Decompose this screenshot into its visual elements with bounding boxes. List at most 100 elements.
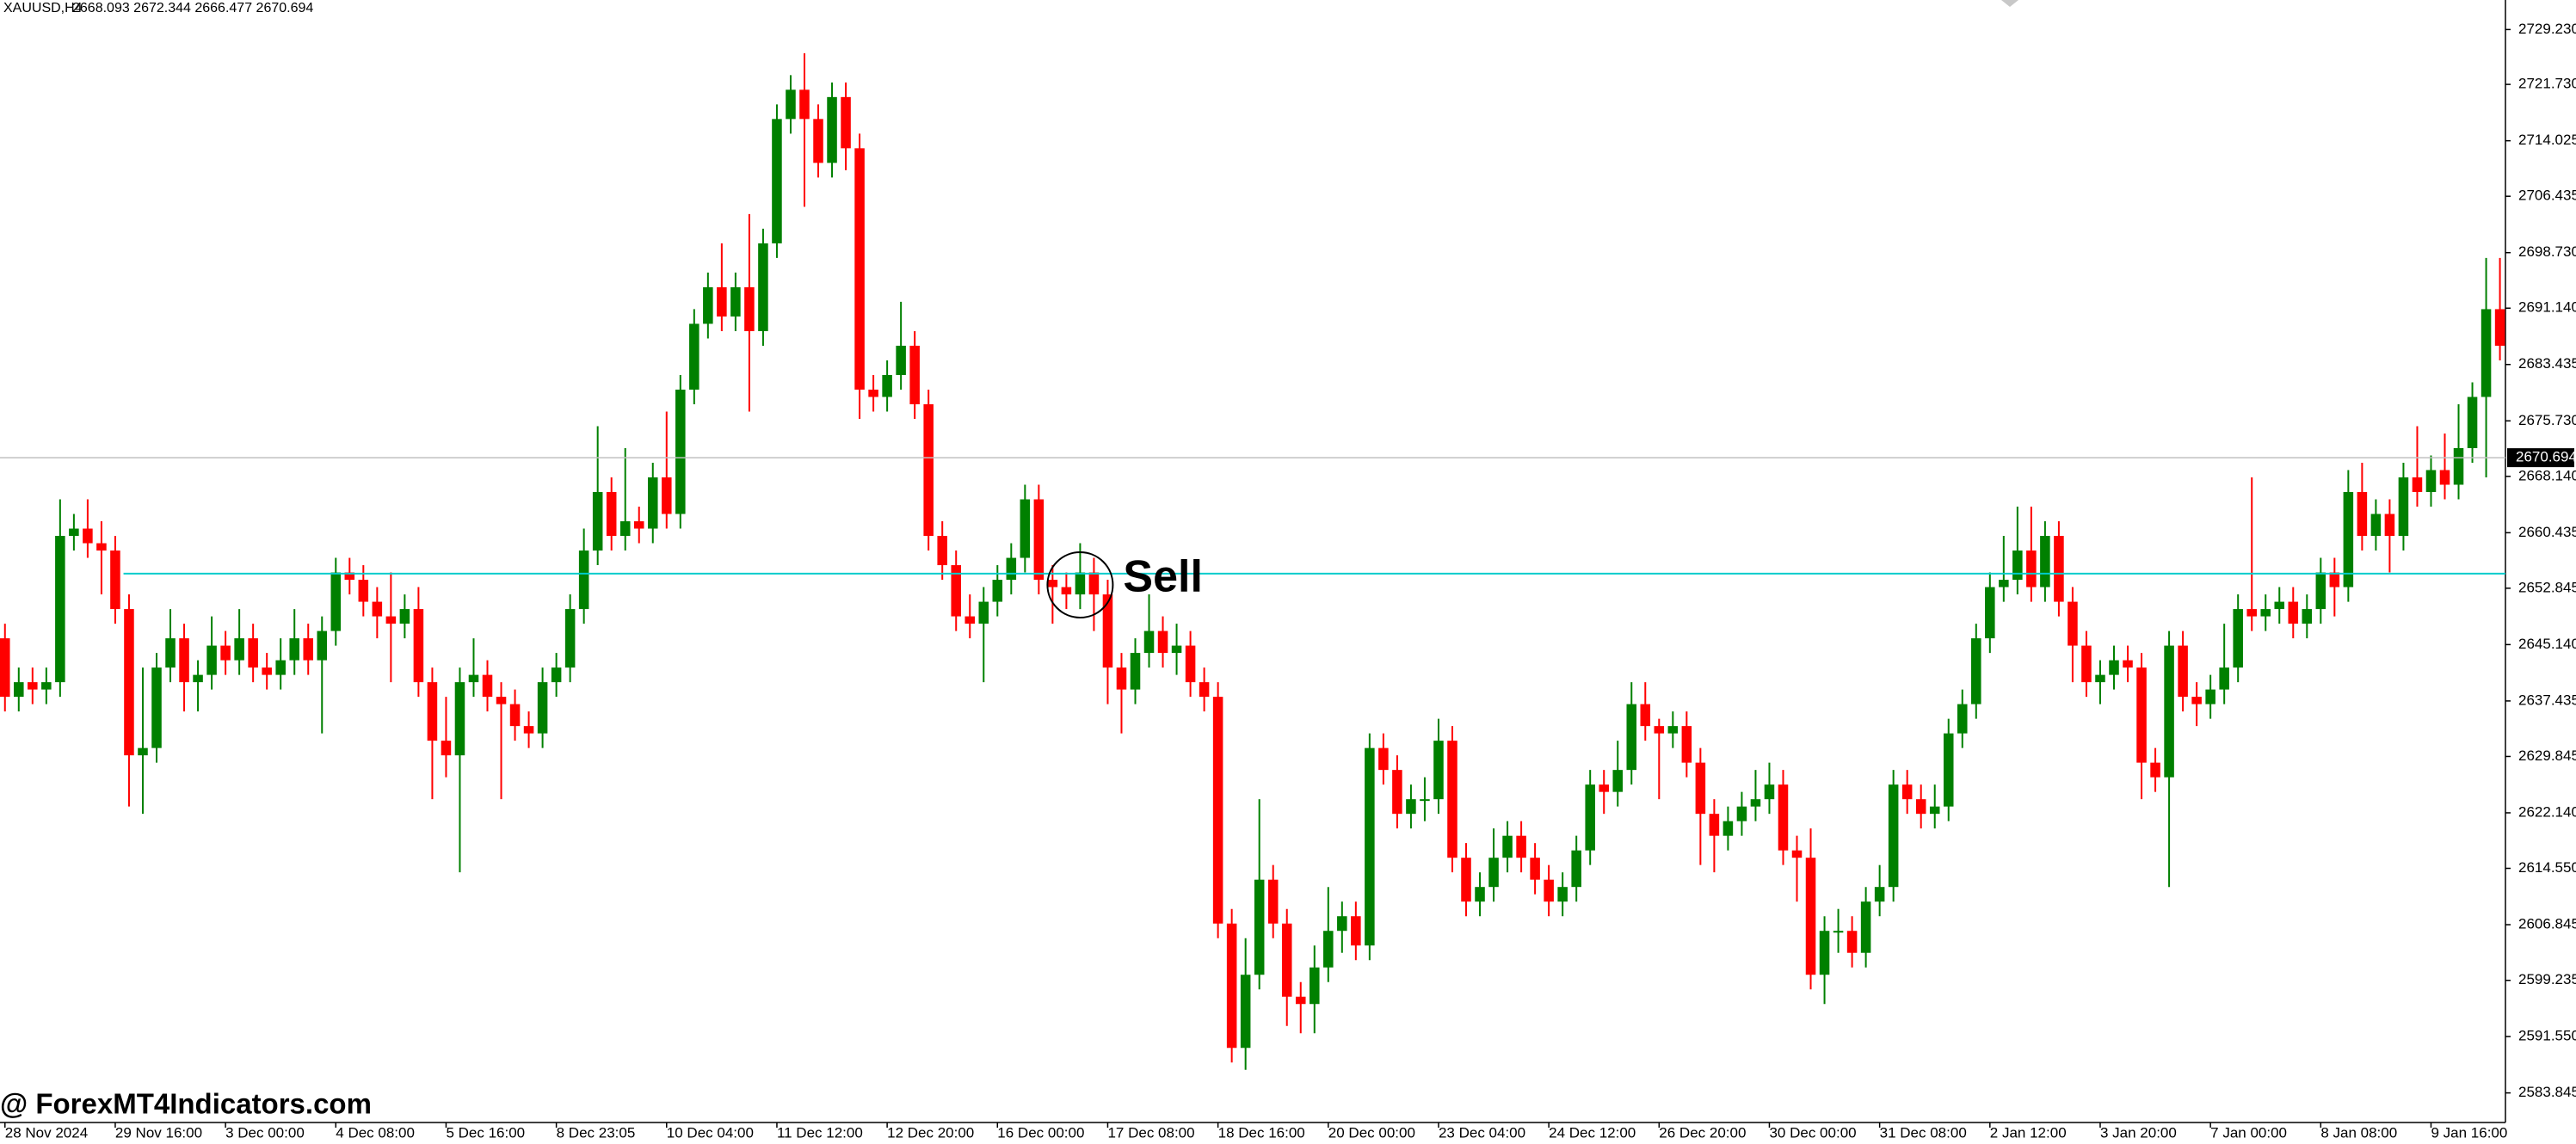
candle-body [1281, 923, 1292, 997]
x-tick-label: 28 Nov 2024 [5, 1124, 88, 1141]
candle-body [868, 389, 878, 397]
candle-body [689, 323, 699, 390]
candle-body [220, 645, 231, 661]
candle-body [1351, 916, 1361, 946]
candle-body [193, 674, 203, 683]
x-tick-label: 4 Dec 08:00 [336, 1124, 415, 1141]
candle-body [758, 243, 768, 331]
candle-body [786, 89, 796, 120]
symbol: XAUUSD,H4 [3, 1, 83, 15]
candle-body [1585, 784, 1595, 851]
candle-body [882, 374, 892, 397]
x-tick-label: 18 Dec 16:00 [1218, 1124, 1305, 1141]
y-tick-label: 2614.550 [2518, 859, 2576, 876]
candle-body [2329, 572, 2340, 587]
candle-body [454, 682, 465, 756]
candle-body [1212, 697, 1223, 924]
candle-body [675, 389, 686, 514]
candle-body [317, 630, 328, 661]
candle-body [138, 747, 148, 756]
candle-body [2123, 660, 2133, 668]
candle-body [2205, 689, 2215, 704]
y-tick-label: 2606.845 [2518, 916, 2576, 932]
y-tick-label: 2721.730 [2518, 76, 2576, 92]
candle-body [2012, 550, 2023, 581]
y-tick-label: 2599.235 [2518, 971, 2576, 987]
plot-area [0, 52, 2505, 1070]
candle-body [992, 580, 1003, 602]
candle-body [1805, 858, 1816, 975]
candle-body [964, 616, 976, 624]
candle-body [978, 601, 989, 624]
candle-body [592, 492, 603, 551]
candle-body [1819, 931, 1830, 975]
x-tick-label: 12 Dec 20:00 [887, 1124, 974, 1141]
candle-body [2026, 550, 2037, 587]
candle-body [96, 543, 107, 551]
x-tick-label: 16 Dec 00:00 [997, 1124, 1084, 1141]
x-tick-label: 2 Jan 12:00 [1990, 1124, 2067, 1141]
candle-body [1020, 499, 1031, 558]
current-price-label: 2670.694 [2516, 449, 2576, 465]
x-tick-label: 26 Dec 20:00 [1659, 1124, 1746, 1141]
y-tick-label: 2583.845 [2518, 1084, 2576, 1100]
candle-body [2191, 697, 2202, 704]
candle-body [564, 609, 576, 668]
candle-body [1860, 901, 1871, 953]
x-tick-label: 11 Dec 12:00 [777, 1124, 863, 1141]
candle-body [2246, 609, 2257, 617]
candle-body [1929, 806, 1940, 815]
candle-body [799, 89, 810, 120]
overlay: Sell [0, 457, 2505, 619]
candle-body [2398, 477, 2409, 537]
candle-body [2068, 601, 2078, 646]
candle-body [1530, 858, 1540, 880]
y-tick-label: 2691.140 [2518, 299, 2576, 316]
candle-body [151, 667, 162, 748]
candle-body [1901, 784, 1913, 800]
candle-body [2260, 609, 2271, 617]
candle-body [509, 704, 521, 727]
candle-body [1365, 747, 1375, 946]
candle-body [2109, 660, 2119, 675]
candle-body [0, 638, 10, 698]
candle-body [179, 638, 189, 683]
x-tick-label: 31 Dec 08:00 [1880, 1124, 1967, 1141]
candle-body [1254, 879, 1265, 975]
candle-body [1047, 580, 1058, 587]
candle-body [951, 565, 961, 617]
candle-body [854, 148, 865, 390]
candle-body [441, 741, 452, 756]
candle-body [1502, 835, 1513, 858]
candle-body [2095, 674, 2105, 683]
candle-body [1171, 645, 1182, 654]
candle-body [468, 674, 479, 683]
candle-body [234, 638, 244, 661]
y-tick-label: 2729.230 [2518, 21, 2576, 37]
candle-body [1833, 931, 1844, 933]
candle-body [633, 521, 644, 529]
candle-body [2412, 477, 2423, 493]
y-tick-label: 2714.025 [2518, 132, 2576, 148]
candle-body [1640, 704, 1651, 727]
scroll-marker [2001, 0, 2018, 7]
candle-body [2219, 667, 2229, 690]
candle-body [289, 638, 299, 661]
x-tick-label: 17 Dec 08:00 [1107, 1124, 1194, 1141]
candle-body [1157, 630, 1168, 654]
current-price-box [2507, 448, 2574, 468]
candle-body [2370, 514, 2382, 537]
candle-body [1846, 931, 1858, 953]
candle-body [2274, 601, 2285, 610]
x-tick-label: 3 Jan 20:00 [2100, 1124, 2177, 1141]
candle-body [2343, 492, 2354, 587]
y-tick-label: 2622.140 [2518, 803, 2576, 820]
candle-body [385, 616, 397, 624]
y-tick-label: 2645.140 [2518, 636, 2576, 652]
candle-body [2178, 645, 2188, 698]
candle-body [496, 697, 507, 704]
candle-body [1295, 996, 1306, 1005]
x-tick-label: 8 Jan 08:00 [2320, 1124, 2397, 1141]
candle-body [2040, 536, 2050, 587]
